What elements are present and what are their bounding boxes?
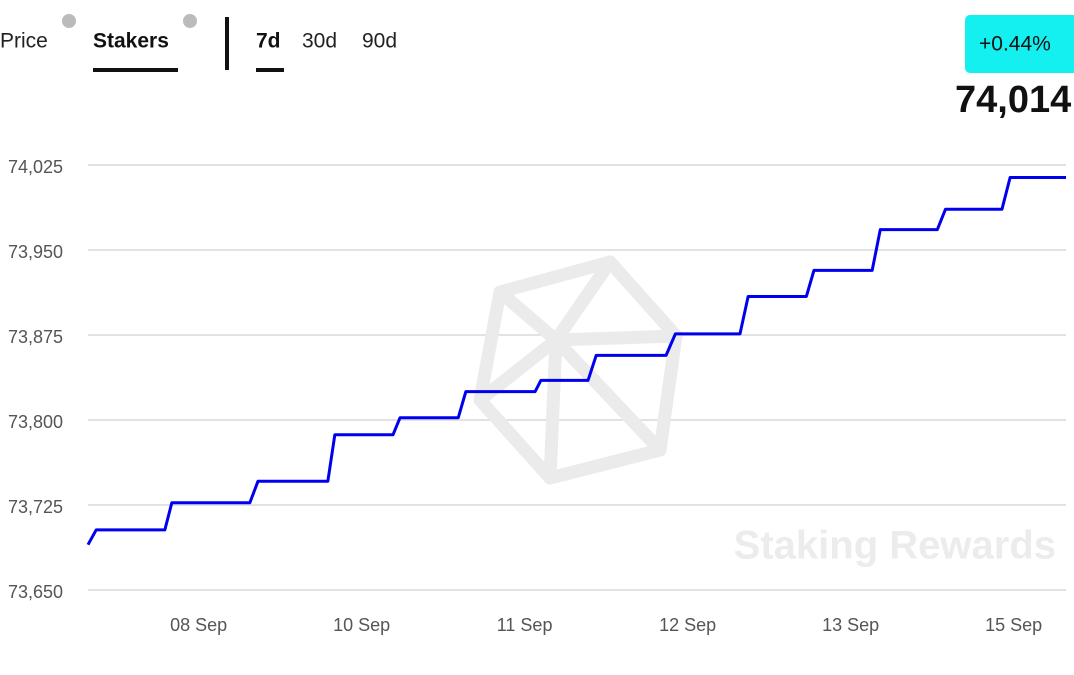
tab[interactable]: Price (0, 30, 48, 53)
tab-active[interactable]: Stakers (93, 30, 169, 53)
tab-underline (93, 68, 178, 72)
x-tick-label: 11 Sep (497, 615, 553, 635)
x-tick-label: 12 Sep (659, 615, 716, 635)
divider (225, 17, 229, 70)
y-tick-label: 74,025 (8, 157, 63, 177)
y-tick-label: 73,650 (8, 582, 63, 602)
logo-facets (475, 255, 683, 485)
range[interactable]: 30d (302, 30, 337, 53)
logo (473, 255, 683, 485)
x-tick-label: 10 Sep (333, 615, 390, 635)
x-tick-label: 13 Sep (822, 615, 879, 635)
range-underline (256, 68, 284, 72)
info-icon[interactable] (183, 14, 197, 28)
y-tick-label: 73,875 (8, 327, 63, 347)
y-tick-label: 73,800 (8, 412, 63, 432)
change-badge (965, 15, 1074, 73)
y-tick-label: 73,950 (8, 242, 63, 262)
x-tick-label: 15 Sep (985, 615, 1042, 635)
range-active[interactable]: 7d (256, 30, 281, 53)
data-line (86, 175, 1066, 546)
y-tick-label: 73,725 (8, 497, 63, 517)
info-icon[interactable] (62, 14, 76, 28)
x-tick-label: 08 Sep (170, 615, 227, 635)
watermark: Staking Rewards (734, 524, 1056, 568)
current-value: 74,014 (955, 79, 1071, 121)
range[interactable]: 90d (362, 30, 397, 53)
change-value: +0.44% (979, 33, 1051, 56)
